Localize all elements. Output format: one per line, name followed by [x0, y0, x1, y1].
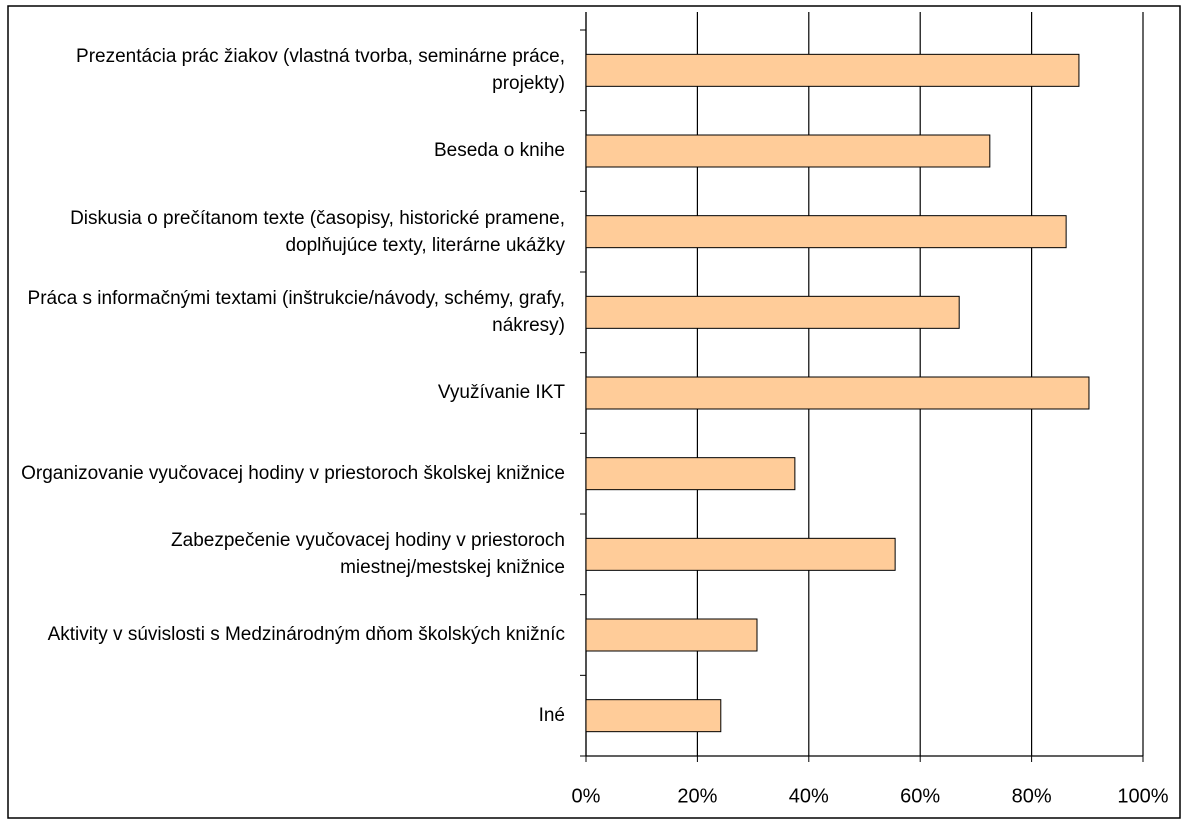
bar [585, 699, 722, 733]
bar [585, 53, 1080, 87]
y-tick-label: Zabezpečenie vyučovacej hodiny v priesto… [171, 530, 565, 579]
y-tick-label: Beseda o knihe [434, 140, 565, 162]
bar [585, 457, 796, 491]
x-tick-label: 0% [572, 785, 601, 807]
y-tick-label: Prezentácia prác žiakov (vlastná tvorba,… [76, 46, 565, 95]
bar [585, 618, 758, 652]
x-tick-label: 80% [1012, 785, 1052, 807]
x-tick-label: 60% [900, 785, 940, 807]
bar [585, 295, 960, 329]
x-tick-label: 100% [1117, 785, 1168, 807]
bar [585, 134, 991, 168]
bar [585, 537, 896, 571]
y-tick-label: Organizovanie vyučovacej hodiny v priest… [21, 463, 565, 485]
x-tick-label: 40% [789, 785, 829, 807]
y-tick-label: Aktivity v súvislosti s Medzinárodným dň… [47, 624, 565, 646]
bar [585, 376, 1090, 410]
x-tick-label: 20% [677, 785, 717, 807]
y-tick-label: Diskusia o prečítanom texte (časopisy, h… [70, 207, 565, 256]
y-tick-label: Iné [538, 705, 565, 727]
bar [585, 215, 1067, 249]
y-tick-label: Využívanie IKT [437, 382, 565, 404]
y-tick-label: Práca s informačnými textami (inštrukcie… [27, 288, 565, 337]
